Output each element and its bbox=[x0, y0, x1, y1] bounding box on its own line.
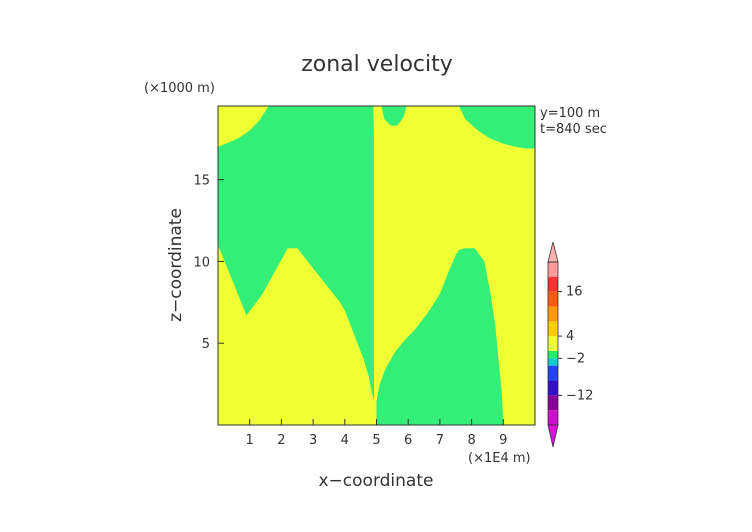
colorbar-band bbox=[548, 277, 558, 292]
chart-title: zonal velocity bbox=[301, 52, 453, 77]
x-axis-label: x−coordinate bbox=[319, 471, 434, 491]
x-tick-label: 2 bbox=[277, 433, 285, 448]
colorbar-band bbox=[548, 321, 558, 336]
y-tick-label: 15 bbox=[193, 174, 210, 189]
x-tick-label: 1 bbox=[246, 433, 254, 448]
colorbar: 16 4 −2 −12 bbox=[548, 242, 593, 447]
x-tick-label: 5 bbox=[372, 433, 380, 448]
y-axis-label: z−coordinate bbox=[166, 208, 186, 322]
x-tick-label: 6 bbox=[404, 433, 412, 448]
x-tick-label: 7 bbox=[436, 433, 444, 448]
colorbar-band bbox=[548, 410, 558, 425]
colorbar-extend-max bbox=[548, 242, 558, 262]
colorbar-label: −12 bbox=[566, 388, 593, 403]
colorbar-extend-min bbox=[548, 425, 558, 447]
colorbar-band bbox=[548, 306, 558, 321]
colorbar-band bbox=[548, 395, 558, 410]
annotation-time: t=840 sec bbox=[540, 122, 607, 137]
colorbar-band bbox=[548, 336, 558, 351]
colorbar-band bbox=[548, 351, 558, 358]
field-regions bbox=[218, 106, 535, 425]
y-unit-label: (×1000 m) bbox=[144, 81, 215, 96]
colorbar-label: −2 bbox=[566, 351, 585, 366]
y-tick-label: 5 bbox=[202, 337, 210, 352]
colorbar-band bbox=[548, 366, 558, 381]
y-tick-label: 10 bbox=[193, 255, 210, 270]
x-tick-label: 3 bbox=[309, 433, 317, 448]
colorbar-band bbox=[548, 292, 558, 307]
colorbar-band bbox=[548, 358, 558, 365]
annotation-y-location: y=100 m bbox=[540, 106, 600, 121]
colorbar-label: 4 bbox=[566, 329, 574, 344]
x-tick-label: 4 bbox=[341, 433, 349, 448]
colorbar-band bbox=[548, 262, 558, 277]
colorbar-label: 16 bbox=[566, 285, 583, 300]
x-tick-label: 9 bbox=[499, 433, 507, 448]
x-unit-label: (×1E4 m) bbox=[468, 451, 531, 466]
colorbar-band bbox=[548, 381, 558, 396]
x-tick-label: 8 bbox=[467, 433, 475, 448]
